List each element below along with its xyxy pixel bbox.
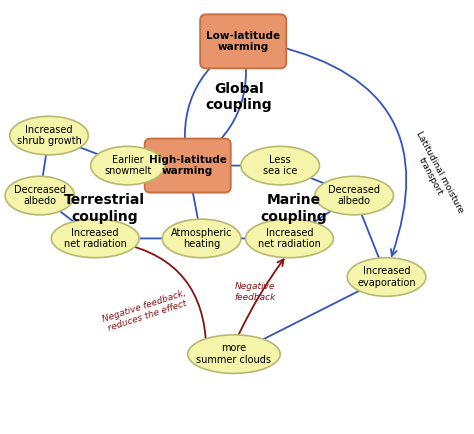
Ellipse shape: [51, 219, 139, 258]
Text: Global
coupling: Global coupling: [205, 82, 272, 112]
FancyBboxPatch shape: [200, 14, 286, 68]
Ellipse shape: [5, 176, 74, 215]
Ellipse shape: [91, 146, 164, 185]
Text: Less
sea ice: Less sea ice: [263, 155, 297, 176]
Text: Terrestrial
coupling: Terrestrial coupling: [64, 193, 145, 224]
Text: Earlier
snowmelt: Earlier snowmelt: [104, 155, 151, 176]
Ellipse shape: [315, 176, 393, 215]
Text: Decreased
albedo: Decreased albedo: [14, 185, 66, 207]
Text: Increased
shrub growth: Increased shrub growth: [17, 125, 82, 146]
Ellipse shape: [162, 219, 241, 258]
Text: Marine
coupling: Marine coupling: [261, 193, 328, 224]
Text: Negative feedback,
reduces the effect: Negative feedback, reduces the effect: [101, 289, 191, 334]
Text: Decreased
albedo: Decreased albedo: [328, 185, 380, 207]
Text: Negative
feedback: Negative feedback: [234, 282, 275, 302]
Text: Latitudinal moisture
transport: Latitudinal moisture transport: [405, 129, 465, 219]
FancyBboxPatch shape: [145, 138, 231, 193]
Ellipse shape: [241, 146, 319, 185]
Text: Low-latitude
warming: Low-latitude warming: [206, 30, 280, 52]
Ellipse shape: [246, 219, 333, 258]
Text: Atmospheric
heating: Atmospheric heating: [171, 227, 232, 249]
Ellipse shape: [347, 258, 426, 296]
Text: High-latitude
warming: High-latitude warming: [149, 155, 227, 176]
Text: Increased
net radiation: Increased net radiation: [258, 227, 321, 249]
Text: Increased
evaporation: Increased evaporation: [357, 266, 416, 288]
Text: Increased
net radiation: Increased net radiation: [64, 227, 127, 249]
Ellipse shape: [9, 116, 88, 155]
Text: more
summer clouds: more summer clouds: [196, 343, 272, 365]
Ellipse shape: [188, 335, 280, 373]
